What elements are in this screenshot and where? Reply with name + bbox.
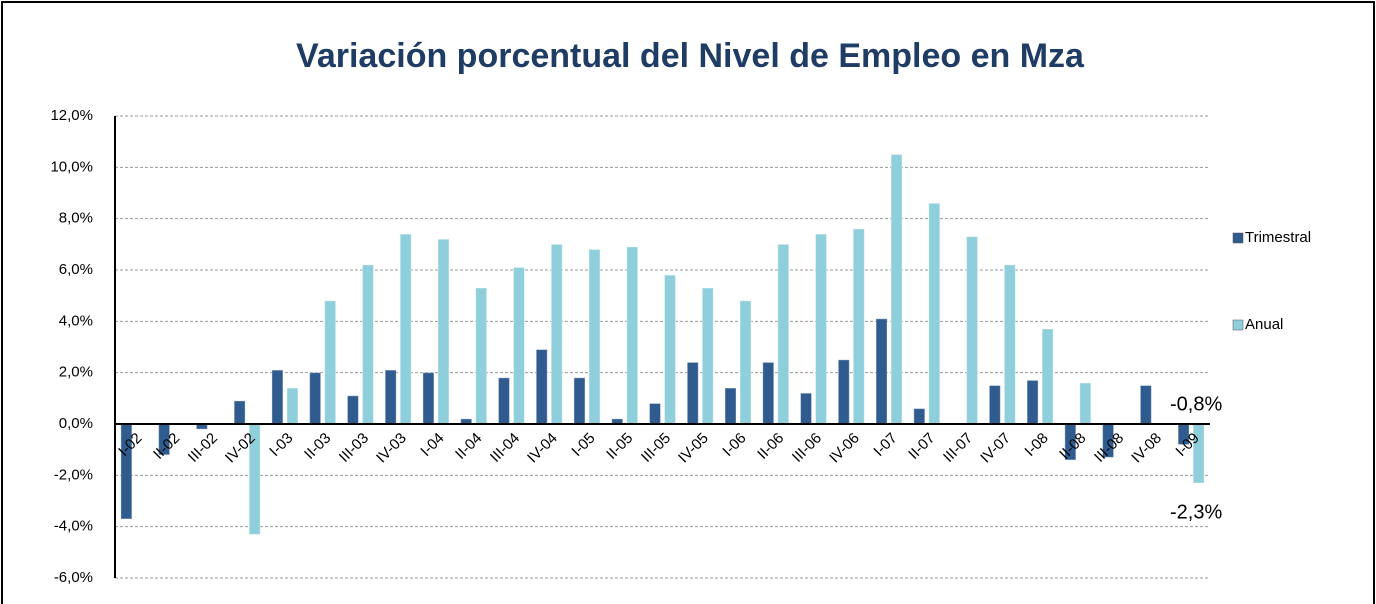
bar (550, 243, 563, 425)
bar (724, 387, 737, 425)
bar (346, 395, 359, 425)
bar (512, 266, 525, 425)
bar (701, 287, 714, 425)
legend-label: Anual (1245, 316, 1283, 333)
y-tick-label: 6,0% (59, 261, 93, 278)
y-tick-label: -4,0% (54, 518, 93, 535)
bar (1139, 385, 1152, 425)
bar (497, 377, 510, 425)
y-tick-label: 4,0% (59, 312, 93, 329)
bar (588, 248, 601, 425)
bar (437, 238, 450, 425)
bar (913, 408, 926, 425)
bar (361, 264, 374, 425)
bar (475, 287, 488, 425)
bar (1079, 382, 1092, 425)
bar (1041, 328, 1054, 425)
bar (928, 202, 941, 425)
legend-swatch (1232, 232, 1244, 244)
data-label: -0,8% (1170, 393, 1222, 415)
bar (1003, 264, 1016, 425)
bar (837, 359, 850, 425)
bar (777, 243, 790, 425)
bar (626, 246, 639, 425)
legend-swatch (1232, 319, 1244, 331)
y-tick-label: 2,0% (59, 364, 93, 381)
bar (815, 233, 828, 425)
bar (309, 372, 322, 425)
bar (852, 228, 865, 425)
y-tick-label: -2,0% (54, 466, 93, 483)
bar (875, 318, 888, 425)
bar (664, 274, 676, 425)
y-tick-label: 0,0% (59, 415, 93, 432)
bar (1192, 423, 1205, 484)
bar (686, 361, 699, 425)
bar (271, 369, 284, 425)
bar (966, 236, 979, 425)
bar (233, 400, 246, 425)
y-tick-label: 8,0% (59, 210, 93, 227)
bar (286, 387, 299, 425)
bar (800, 392, 813, 425)
bar (535, 349, 548, 425)
bar (1026, 379, 1039, 425)
y-tick-label: 12,0% (50, 107, 93, 124)
bar (324, 300, 337, 425)
bar (422, 372, 435, 425)
bar (988, 385, 1001, 425)
bar (384, 369, 397, 425)
legend-label: Trimestral (1245, 229, 1311, 246)
y-tick-label: -6,0% (54, 569, 93, 586)
bar (649, 402, 661, 425)
bar (890, 154, 903, 425)
bar (762, 361, 775, 425)
bar (573, 377, 586, 425)
bar (739, 300, 752, 425)
y-tick-label: 10,0% (50, 158, 93, 175)
data-label: -2,3% (1170, 501, 1222, 523)
bar (399, 233, 412, 425)
chart-title: Variación porcentual del Nivel de Empleo… (296, 37, 1085, 75)
